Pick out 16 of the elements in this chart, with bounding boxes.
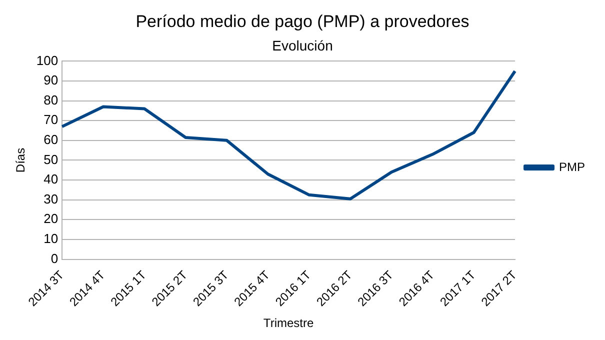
chart-subtitle: Evolución: [272, 38, 333, 54]
y-tick-label: 50: [44, 152, 58, 167]
y-tick-label: 80: [44, 92, 58, 108]
y-tick-label: 10: [44, 231, 58, 246]
y-tick-label: 100: [36, 52, 58, 68]
y-tick-label: 30: [44, 191, 58, 206]
y-tick-label: 60: [44, 132, 58, 148]
y-tick-label: 0: [50, 250, 58, 266]
y-axis-title: Días: [14, 148, 28, 173]
y-tick-label: 40: [44, 172, 58, 187]
y-tick-label: 70: [44, 112, 58, 128]
y-tick-label: 20: [44, 211, 58, 226]
x-axis-title: Trimestre: [263, 316, 314, 330]
legend-label: PMP: [558, 160, 586, 174]
y-tick-label: 90: [44, 72, 58, 88]
chart-title: Período medio de pago (PMP) a provedores: [136, 12, 470, 31]
